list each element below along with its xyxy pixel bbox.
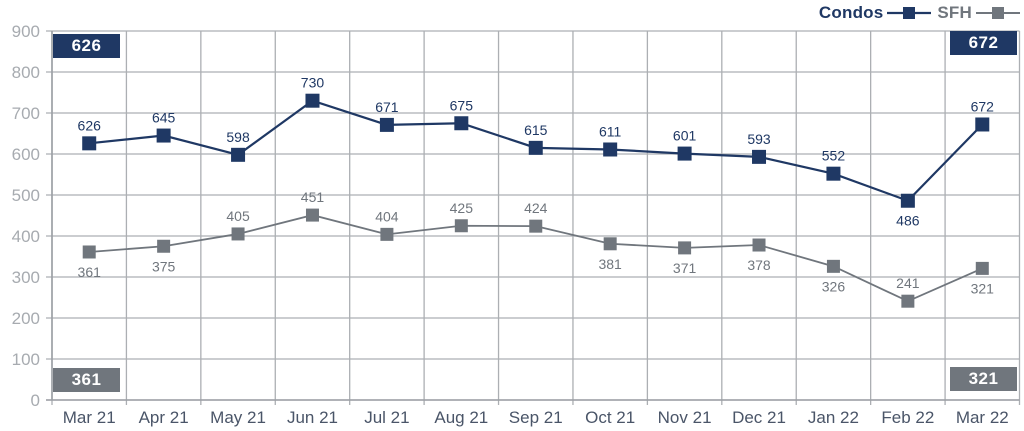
sfh-data-point-marker: [826, 259, 840, 273]
condos-data-point-marker: [826, 166, 841, 181]
callout-condos-last-value: 672: [950, 31, 1017, 55]
condos-data-point-label: 675: [450, 97, 474, 113]
sfh-data-point-label: 404: [375, 208, 399, 224]
condos-data-point-marker: [454, 116, 469, 131]
x-axis-tick-label: Jun 21: [287, 408, 338, 427]
chart-legend: Condos SFH: [819, 2, 1020, 24]
condos-data-point-label: 552: [822, 148, 846, 164]
x-axis-tick-label: Nov 21: [658, 408, 712, 427]
sfh-data-point-marker: [454, 219, 468, 233]
condos-data-point-label: 593: [747, 131, 771, 147]
condos-data-point-marker: [305, 93, 320, 108]
legend-item-sfh: SFH: [937, 3, 1020, 23]
sfh-data-point-label: 361: [78, 264, 102, 280]
sfh-data-point-marker: [82, 245, 96, 259]
sfh-data-point-marker: [380, 227, 394, 241]
sfh-data-point-label: 241: [896, 275, 920, 291]
sfh-data-point-label: 378: [747, 257, 771, 273]
y-axis-tick-label: 500: [12, 186, 40, 205]
sfh-data-point-label: 451: [301, 189, 325, 205]
condos-data-point-label: 730: [301, 75, 325, 91]
y-axis-tick-label: 600: [12, 145, 40, 164]
condos-data-point-marker: [677, 146, 692, 161]
condos-data-point-marker: [975, 117, 990, 132]
x-axis-tick-label: Feb 22: [881, 408, 934, 427]
sfh-data-point-marker: [901, 294, 915, 308]
sfh-data-point-marker: [678, 241, 692, 255]
callout-sfh-last-value: 321: [950, 367, 1017, 391]
condos-data-point-label: 672: [971, 98, 995, 114]
condos-data-point-label: 601: [673, 128, 697, 144]
x-axis-tick-label: Mar 22: [956, 408, 1009, 427]
legend-label-sfh: SFH: [937, 3, 972, 22]
sfh-data-point-marker: [752, 238, 766, 252]
sfh-data-point-label: 371: [673, 260, 697, 276]
sfh-data-point-label: 381: [598, 256, 622, 272]
sfh-data-point-label: 405: [226, 208, 250, 224]
condos-data-point-marker: [231, 147, 246, 162]
legend-item-condos: Condos: [818, 3, 932, 23]
y-axis-tick-label: 200: [12, 309, 40, 328]
y-axis-tick-label: 0: [31, 391, 40, 410]
x-axis-tick-label: Sep 21: [509, 408, 563, 427]
x-axis-tick-label: Oct 21: [585, 408, 635, 427]
legend-label-condos: Condos: [818, 3, 884, 22]
callout-condos-first-value: 626: [53, 34, 120, 58]
y-axis-tick-label: 700: [12, 104, 40, 123]
y-axis-tick-label: 100: [12, 350, 40, 369]
sfh-data-point-label: 425: [450, 200, 474, 216]
sfh-data-point-label: 375: [152, 258, 176, 274]
x-axis-tick-label: Aug 21: [434, 408, 488, 427]
sfh-data-point-marker: [529, 219, 543, 233]
sfh-data-point-marker: [231, 227, 245, 241]
y-axis-tick-label: 800: [12, 63, 40, 82]
y-axis-tick-label: 900: [12, 22, 40, 41]
condos-data-point-label: 611: [599, 123, 622, 139]
condos-data-point-label: 626: [78, 117, 102, 133]
y-axis-tick-label: 300: [12, 268, 40, 287]
sfh-data-point-label: 326: [822, 278, 846, 294]
condos-data-point-marker: [603, 142, 618, 157]
x-axis-tick-label: Apr 21: [139, 408, 189, 427]
x-axis-tick-label: Jul 21: [364, 408, 409, 427]
condos-data-point-marker: [900, 193, 915, 208]
sfh-data-point-marker: [975, 261, 989, 275]
x-axis-tick-label: May 21: [210, 408, 266, 427]
condos-data-point-label: 598: [226, 129, 250, 145]
condos-data-point-label: 486: [896, 213, 920, 229]
callout-sfh-first-value: 361: [53, 368, 120, 392]
y-axis-tick-label: 400: [12, 227, 40, 246]
condos-data-point-marker: [156, 128, 171, 143]
condos-data-point-label: 615: [524, 122, 548, 138]
legend-marker-sfh-icon: [976, 7, 1020, 19]
condos-data-point-label: 671: [375, 99, 399, 115]
x-axis-tick-label: Mar 21: [63, 408, 116, 427]
sfh-data-point-label: 321: [971, 280, 995, 296]
sfh-data-point-marker: [305, 208, 319, 222]
x-axis-tick-label: Dec 21: [732, 408, 786, 427]
condos-data-point-marker: [82, 136, 97, 151]
legend-marker-condos-icon: [887, 7, 932, 19]
condos-data-point-label: 645: [152, 110, 176, 126]
sfh-data-point-label: 424: [524, 200, 548, 216]
sfh-data-point-marker: [157, 239, 171, 253]
x-axis-tick-label: Jan 22: [808, 408, 859, 427]
condos-data-point-marker: [379, 117, 394, 132]
condos-data-point-marker: [528, 140, 543, 155]
sfh-data-point-marker: [603, 237, 617, 251]
condos-data-point-marker: [752, 149, 767, 164]
